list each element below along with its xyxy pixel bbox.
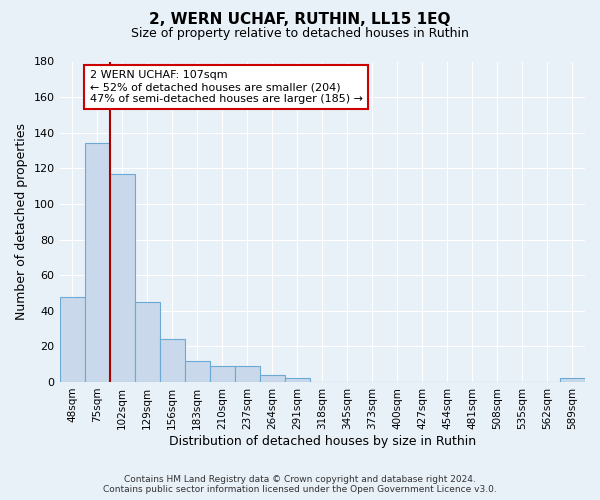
Bar xyxy=(59,296,85,382)
Bar xyxy=(285,378,310,382)
Text: Contains HM Land Registry data © Crown copyright and database right 2024.: Contains HM Land Registry data © Crown c… xyxy=(124,475,476,484)
Text: 2 WERN UCHAF: 107sqm
← 52% of detached houses are smaller (204)
47% of semi-deta: 2 WERN UCHAF: 107sqm ← 52% of detached h… xyxy=(89,70,362,104)
Bar xyxy=(110,174,134,382)
Bar xyxy=(85,144,110,382)
Y-axis label: Number of detached properties: Number of detached properties xyxy=(15,123,28,320)
Bar xyxy=(235,366,260,382)
Bar xyxy=(209,366,235,382)
X-axis label: Distribution of detached houses by size in Ruthin: Distribution of detached houses by size … xyxy=(169,434,476,448)
Bar xyxy=(134,302,160,382)
Bar xyxy=(560,378,585,382)
Bar xyxy=(260,375,285,382)
Bar xyxy=(185,360,209,382)
Text: Size of property relative to detached houses in Ruthin: Size of property relative to detached ho… xyxy=(131,28,469,40)
Text: 2, WERN UCHAF, RUTHIN, LL15 1EQ: 2, WERN UCHAF, RUTHIN, LL15 1EQ xyxy=(149,12,451,28)
Bar xyxy=(160,339,185,382)
Text: Contains public sector information licensed under the Open Government Licence v3: Contains public sector information licen… xyxy=(103,485,497,494)
